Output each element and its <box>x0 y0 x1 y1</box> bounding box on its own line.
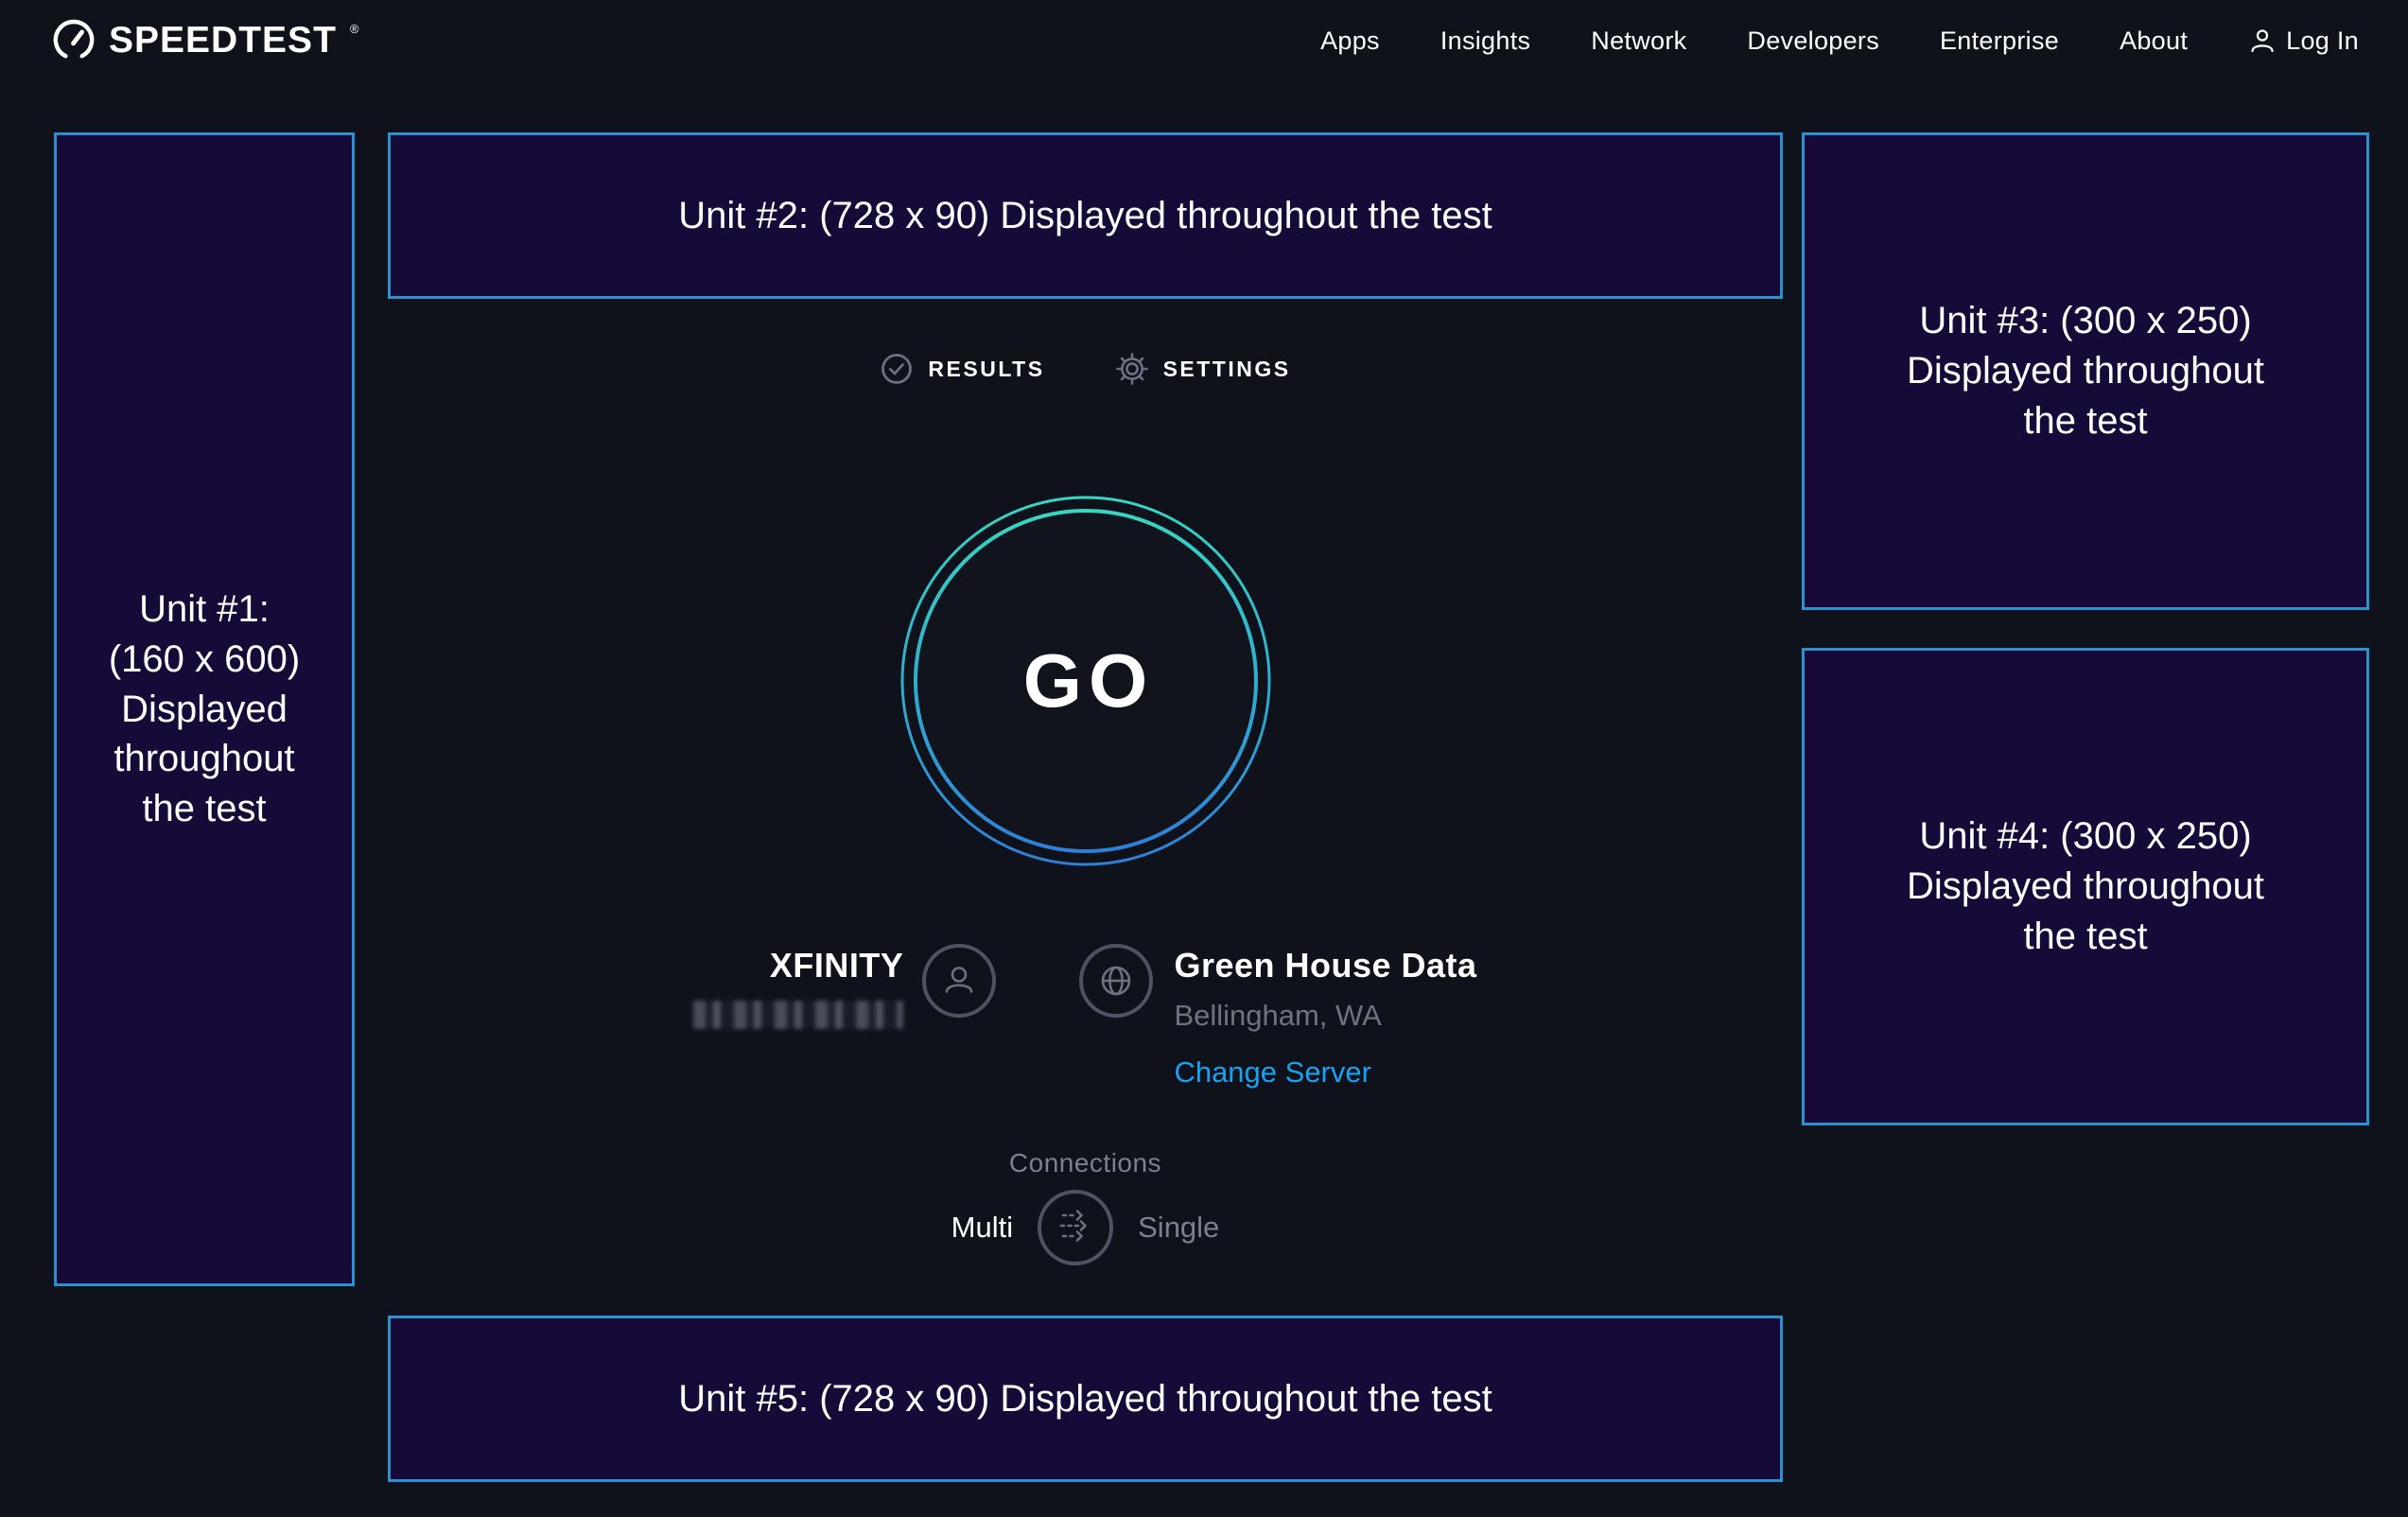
speedtest-logo[interactable]: SPEEDTEST ® <box>52 19 358 62</box>
ad-unit-3-label: Unit #3: (300 x 250) Displayed throughou… <box>1906 300 2265 442</box>
check-circle-icon <box>880 352 914 386</box>
ad-unit-4-label: Unit #4: (300 x 250) Displayed throughou… <box>1906 815 2265 957</box>
page-layout: Unit #1: (160 x 600) Displayed throughou… <box>0 81 2408 1517</box>
multi-arrows-icon <box>1055 1205 1096 1251</box>
connection-info-row: XFINITY <box>693 944 1476 1090</box>
nav-item-enterprise[interactable]: Enterprise <box>1940 26 2060 55</box>
server-info: Green House Data Bellingham, WA Change S… <box>1079 944 1476 1090</box>
ad-unit-2[interactable]: Unit #2: (728 x 90) Displayed throughout… <box>388 132 1783 299</box>
go-ring <box>900 496 1270 866</box>
nav-item-apps[interactable]: Apps <box>1320 26 1380 55</box>
left-ad-column: Unit #1: (160 x 600) Displayed throughou… <box>54 132 355 1286</box>
user-icon <box>2248 26 2277 55</box>
connections-control: Connections Multi Sin <box>951 1148 1220 1265</box>
isp-info: XFINITY <box>693 944 997 1029</box>
change-server-link[interactable]: Change Server <box>1174 1055 1371 1089</box>
go-button[interactable]: GO <box>897 492 1275 870</box>
ad-unit-5-label: Unit #5: (728 x 90) Displayed throughout… <box>678 1377 1492 1420</box>
login-label: Log In <box>2286 26 2359 55</box>
gear-icon <box>1115 352 1149 386</box>
nav-item-developers[interactable]: Developers <box>1747 26 1879 55</box>
connection-mode-toggle[interactable] <box>1038 1190 1114 1265</box>
ad-unit-5[interactable]: Unit #5: (728 x 90) Displayed throughout… <box>388 1316 1783 1482</box>
go-button-label: GO <box>1022 638 1155 723</box>
globe-icon <box>1079 944 1154 1018</box>
speedometer-icon <box>52 19 96 62</box>
ad-unit-3[interactable]: Unit #3: (300 x 250) Displayed throughou… <box>1802 132 2369 610</box>
redacted-isp-detail <box>693 1001 904 1029</box>
isp-user-icon <box>922 944 997 1018</box>
nav-item-about[interactable]: About <box>2120 26 2189 55</box>
nav-item-insights[interactable]: Insights <box>1440 26 1531 55</box>
speedtest-panel: Unit #2: (728 x 90) Displayed throughout… <box>388 132 1783 1482</box>
tab-bar: RESULTS SETTINGS <box>880 352 1290 386</box>
tab-settings-label: SETTINGS <box>1162 356 1291 381</box>
login-button[interactable]: Log In <box>2248 26 2359 56</box>
top-nav-bar: SPEEDTEST ® Apps Insights Network Develo… <box>0 0 2408 81</box>
right-ad-column: Unit #3: (300 x 250) Displayed throughou… <box>1802 132 2369 1125</box>
isp-name: XFINITY <box>769 946 904 985</box>
ad-unit-2-label: Unit #2: (728 x 90) Displayed throughout… <box>678 194 1492 236</box>
connections-single-option[interactable]: Single <box>1138 1211 1220 1244</box>
connections-label: Connections <box>1008 1148 1162 1177</box>
tab-results-label: RESULTS <box>928 356 1045 381</box>
ad-unit-1-label: Unit #1: (160 x 600) Displayed throughou… <box>108 588 301 830</box>
main-nav: Apps Insights Network Developers Enterpr… <box>1320 26 2359 56</box>
trademark-symbol: ® <box>349 22 359 36</box>
ad-unit-4[interactable]: Unit #4: (300 x 250) Displayed throughou… <box>1802 648 2369 1125</box>
server-location: Bellingham, WA <box>1174 999 1382 1032</box>
ad-unit-1[interactable]: Unit #1: (160 x 600) Displayed throughou… <box>54 132 355 1286</box>
tab-settings[interactable]: SETTINGS <box>1115 352 1291 386</box>
nav-item-network[interactable]: Network <box>1591 26 1687 55</box>
connections-multi-option[interactable]: Multi <box>951 1211 1014 1244</box>
tab-results[interactable]: RESULTS <box>880 352 1044 386</box>
brand-name: SPEEDTEST <box>109 20 337 61</box>
server-name: Green House Data <box>1174 946 1477 985</box>
